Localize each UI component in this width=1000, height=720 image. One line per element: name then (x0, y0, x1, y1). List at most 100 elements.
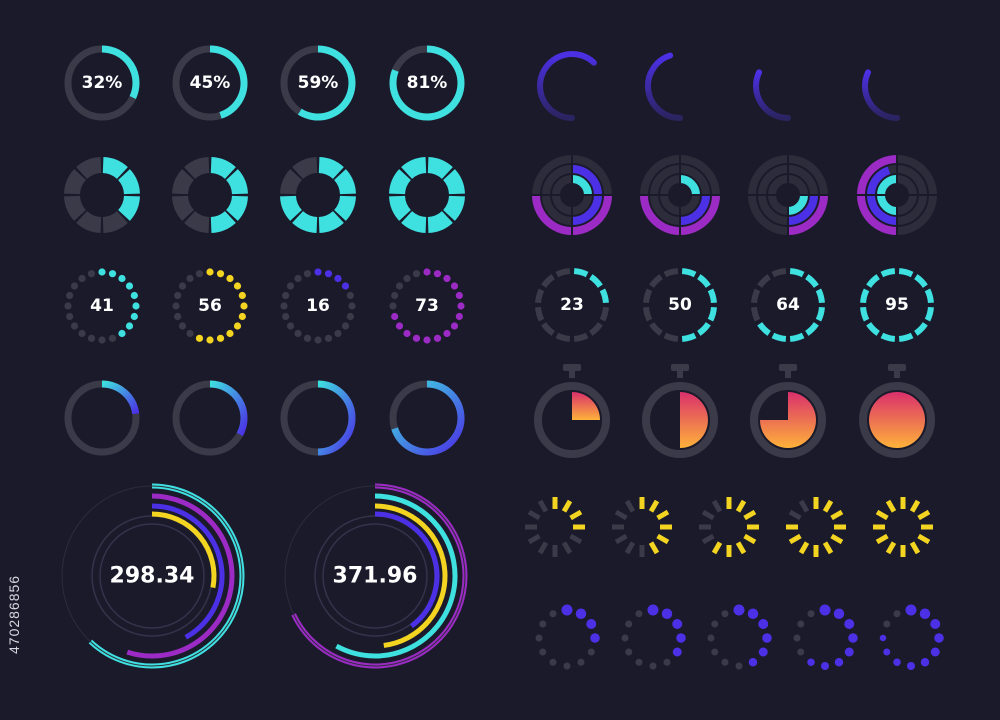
stopwatch (642, 364, 718, 458)
ring-dot (282, 312, 290, 321)
ring-dot (450, 282, 459, 290)
ring-segment (443, 169, 465, 195)
ring-dot (395, 282, 404, 290)
ring-dot (324, 334, 333, 342)
nested-ring (857, 155, 937, 235)
ring-dash (707, 306, 717, 322)
spinner-tick (569, 533, 583, 545)
spinner-dot (590, 633, 600, 643)
ring-dot (206, 336, 214, 344)
spinner-dot (535, 634, 543, 642)
spinner-tick (537, 541, 549, 555)
spinner-dot (807, 658, 815, 666)
ring-dash (860, 288, 870, 304)
ring-segment (102, 157, 128, 179)
percent-label: 32% (82, 73, 123, 93)
spinner-tick (885, 541, 897, 555)
ring-dash (924, 306, 934, 322)
ring-dash (681, 268, 697, 278)
spinner-dot (661, 608, 673, 620)
ring-dot (233, 322, 242, 330)
spinner-dot (663, 658, 671, 666)
ring-dash (589, 322, 603, 336)
spinner-dot (762, 633, 772, 643)
dot-ring-value: 73 (415, 296, 439, 316)
indicators-layer: 32% 45% 59% 81% 41 56 16 73 23 50 64 95 298.34 371.96 (61, 45, 944, 670)
ring-dash (815, 288, 825, 304)
ring-dot (395, 322, 404, 330)
ring-dot (412, 334, 421, 342)
nested-ring (748, 155, 828, 235)
ring-dash (789, 268, 805, 278)
percent-ring: 59% (280, 45, 356, 121)
stopwatch (750, 364, 826, 458)
spinner-dot (883, 620, 891, 628)
spinner-dot (707, 634, 715, 642)
ring-dot (130, 291, 138, 300)
ring-segment (389, 169, 411, 195)
dot-spinner (621, 604, 686, 670)
ring-dot (391, 291, 399, 300)
ring-dot (70, 282, 79, 290)
spinner-tick (830, 533, 844, 545)
nested-arc (787, 194, 818, 225)
gauge-arc (151, 503, 225, 640)
spinner-dot (586, 619, 597, 629)
ring-dot (87, 270, 96, 278)
spinner-dot (647, 604, 659, 616)
stopwatch-case (859, 382, 935, 458)
ring-segment (280, 169, 302, 195)
gradient-arc (862, 69, 900, 121)
ring-dot (294, 329, 302, 338)
ring-dot (455, 312, 463, 321)
spinner-dot (621, 634, 629, 642)
ring-dot (282, 291, 290, 300)
percent-ring: 32% (64, 45, 140, 121)
segment-ring (280, 157, 356, 233)
spinner-dot (672, 619, 683, 629)
stopwatch-case (642, 382, 718, 458)
ring-dot (389, 302, 397, 310)
spinner-tick (527, 509, 541, 521)
dash-ring-value: 95 (885, 295, 909, 315)
gauge-guide (322, 523, 428, 629)
stopwatch-stem (677, 370, 683, 378)
spinner-dot (905, 604, 917, 616)
ring-segment (401, 157, 427, 179)
spinner-dot (649, 662, 657, 670)
ring-dot (195, 334, 204, 342)
arc-stroke (753, 69, 791, 121)
spinner-tick (711, 499, 723, 513)
ring-dot (403, 274, 411, 283)
spinner-tick (735, 541, 747, 555)
ring-segment (76, 211, 102, 233)
ring-dot (172, 302, 180, 310)
spinner-dot (577, 658, 585, 666)
spinner-tick (830, 509, 844, 521)
spinner-dot (721, 658, 729, 666)
stopwatch-fill (680, 392, 708, 448)
gauge-value: 371.96 (333, 564, 418, 589)
spinner-tick (624, 499, 636, 513)
ring-dash (663, 268, 679, 278)
ring-dot (174, 312, 182, 321)
spinner-dot (635, 658, 643, 666)
tick-spinner (873, 497, 933, 557)
spinner-tick (875, 509, 889, 521)
ring-dash (643, 288, 653, 304)
spinner-dot (844, 647, 854, 657)
ring-dot (98, 336, 106, 344)
ring-segment (318, 157, 344, 179)
spinner-dot (844, 619, 855, 629)
ring-dot (348, 302, 356, 310)
ring-segment (210, 157, 236, 179)
ring-dot (216, 334, 225, 342)
tick-spinner (699, 497, 759, 557)
ring-dash (555, 268, 571, 278)
spinner-tick (798, 499, 810, 513)
dash-ring: 23 (535, 268, 609, 342)
ring-dot (443, 329, 451, 338)
percent-label: 59% (298, 73, 339, 93)
ring-dot (64, 302, 72, 310)
spinner-dot (721, 610, 729, 618)
